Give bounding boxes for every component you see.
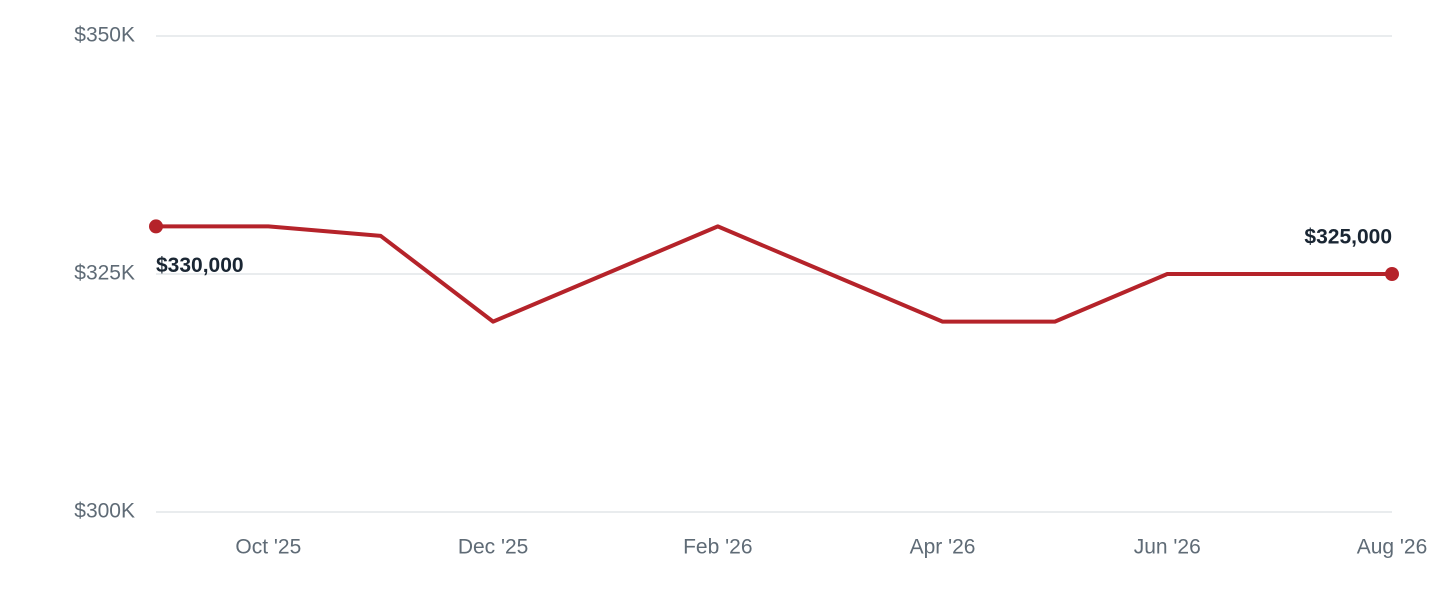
x-tick-label: Jun '26 xyxy=(1134,536,1201,559)
y-tick-label: $325K xyxy=(74,262,135,285)
data-label: $325,000 xyxy=(1304,226,1392,249)
x-tick-label: Oct '25 xyxy=(235,536,301,559)
data-label: $330,000 xyxy=(156,254,244,277)
x-tick-label: Dec '25 xyxy=(458,536,529,559)
x-tick-label: Apr '26 xyxy=(910,536,976,559)
x-tick-label: Feb '26 xyxy=(683,536,752,559)
line xyxy=(156,224,1392,324)
x-tick-label: Aug '26 xyxy=(1357,536,1428,559)
point xyxy=(1385,267,1399,281)
point xyxy=(149,219,163,234)
y-tick-label: $300K xyxy=(74,500,135,523)
y-tick-label: $350K xyxy=(74,24,135,47)
